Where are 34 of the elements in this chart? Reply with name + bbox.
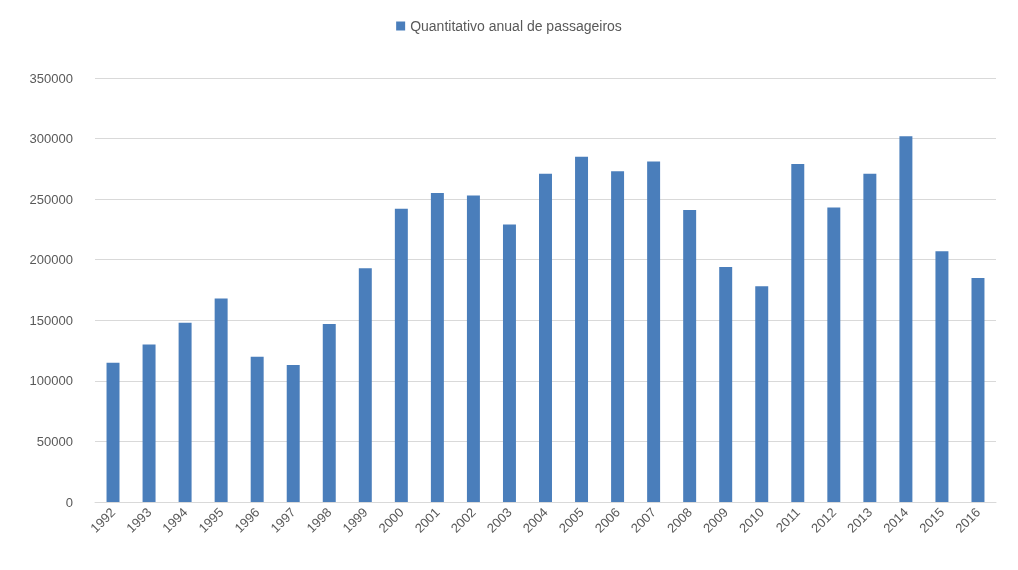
bar [394, 208, 408, 502]
bar [322, 323, 336, 502]
bar [430, 193, 444, 502]
bar [358, 268, 372, 502]
bar [466, 195, 480, 502]
bar [971, 277, 985, 502]
bar [250, 356, 264, 502]
y-tick-label: 100000 [29, 373, 73, 389]
bar [719, 266, 733, 502]
y-tick-label: 150000 [29, 312, 73, 328]
bar [647, 161, 661, 502]
bar [286, 365, 300, 502]
bar [575, 156, 589, 502]
y-tick-label: 250000 [29, 191, 73, 207]
y-tick-label: 0 [65, 494, 73, 510]
bar [827, 207, 841, 502]
bar [863, 173, 877, 502]
y-tick-label: 200000 [29, 252, 73, 268]
bar [214, 298, 228, 502]
bar [791, 164, 805, 502]
legend-label: Quantitativo anual de passageiros [410, 18, 622, 34]
bar [142, 344, 156, 502]
bar [683, 210, 697, 502]
bar [755, 286, 769, 502]
bar [611, 171, 625, 502]
y-tick-label: 350000 [29, 70, 73, 86]
bar [899, 136, 913, 502]
bar [502, 224, 516, 502]
y-tick-label: 50000 [36, 433, 73, 449]
bar [178, 322, 192, 502]
bar [539, 173, 552, 502]
bar [106, 362, 120, 502]
bar [935, 251, 949, 502]
y-tick-label: 300000 [29, 131, 73, 147]
